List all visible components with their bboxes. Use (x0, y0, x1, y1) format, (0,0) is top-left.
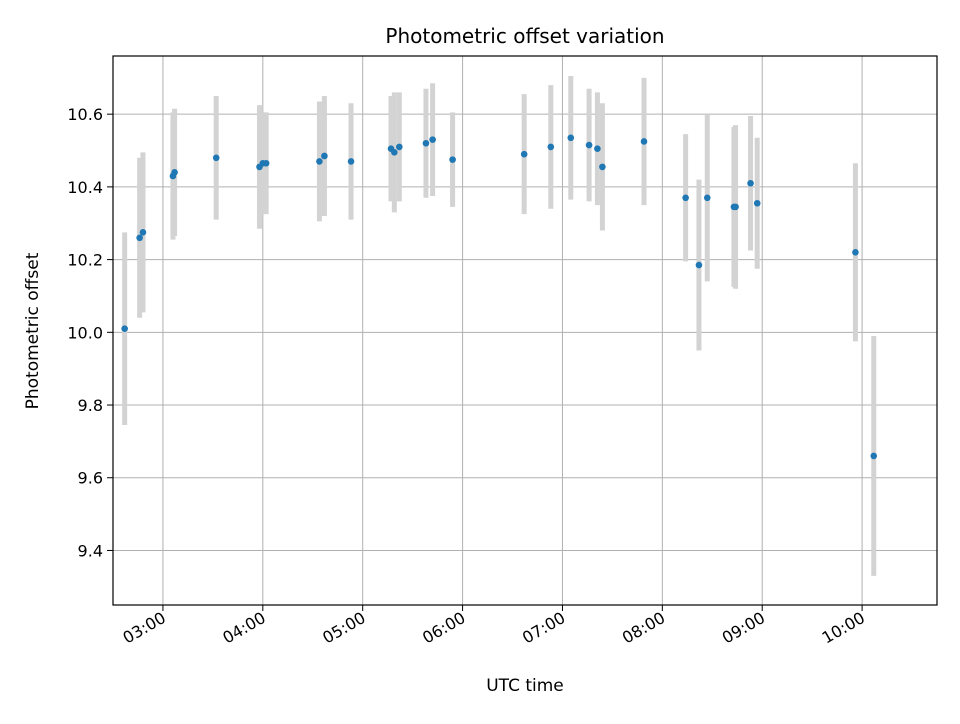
y-tick-label: 10.2 (67, 251, 103, 270)
data-point (567, 134, 575, 142)
data-point (732, 203, 739, 211)
data-point (547, 143, 555, 151)
data-point (347, 158, 355, 165)
y-axis-ticks: 9.4 9.6 9.8 10.0 10.2 10.4 10.6 (67, 105, 113, 560)
data-point (136, 234, 143, 242)
data-point (139, 229, 147, 236)
y-tick-label: 10.4 (67, 178, 103, 197)
data-point (429, 136, 436, 143)
data-point (262, 159, 270, 167)
data-point (321, 152, 328, 160)
data-point (594, 145, 601, 153)
data-point (682, 194, 689, 202)
data-point (703, 194, 711, 202)
y-tick-label: 9.8 (78, 396, 103, 415)
data-point (852, 249, 859, 256)
data-points (121, 134, 878, 460)
data-point (640, 138, 648, 145)
data-point (753, 199, 761, 207)
x-axis-label: UTC time (486, 676, 564, 696)
data-point (422, 139, 430, 147)
data-point (316, 158, 323, 165)
data-point (585, 141, 593, 149)
plot-frame (112, 55, 938, 606)
y-axis-label: Photometric offset (23, 252, 43, 409)
data-point (171, 169, 178, 176)
data-point (695, 261, 703, 269)
data-point (870, 452, 878, 460)
data-point (599, 163, 606, 171)
y-tick-label: 10.0 (67, 323, 103, 342)
chart-title: Photometric offset variation (385, 24, 664, 48)
data-point (121, 325, 128, 332)
data-point (391, 149, 398, 156)
y-tick-label: 9.4 (78, 541, 103, 560)
y-tick-label: 9.6 (78, 469, 103, 488)
data-point (520, 150, 528, 158)
data-point (449, 156, 456, 163)
y-tick-label: 10.6 (67, 105, 103, 124)
data-point (212, 154, 220, 162)
data-point (747, 179, 754, 187)
data-point (396, 143, 403, 151)
